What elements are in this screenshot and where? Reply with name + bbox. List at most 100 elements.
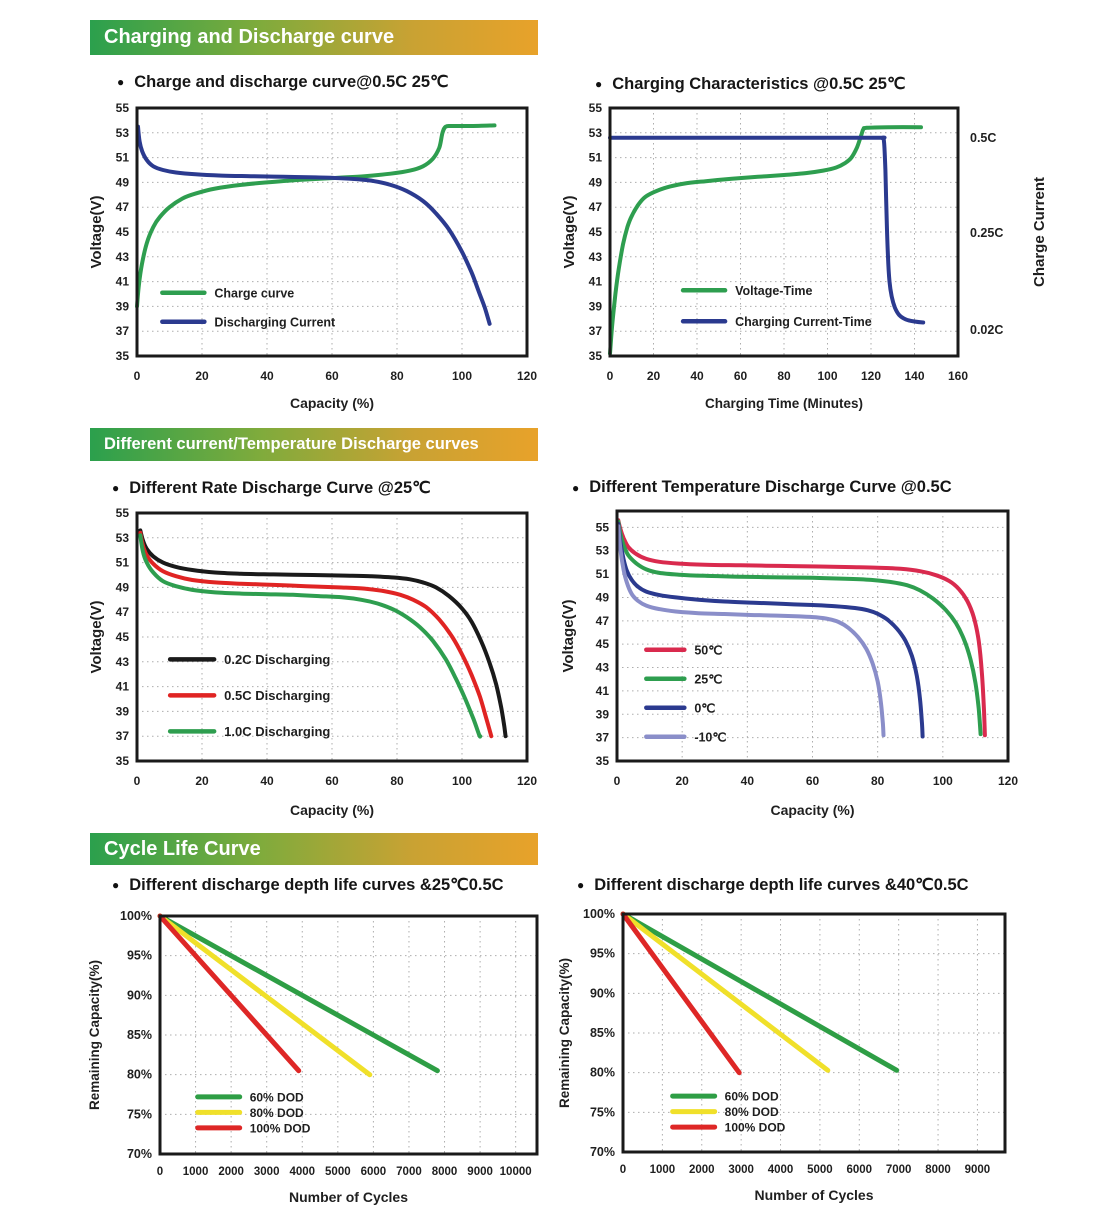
svg-text:45: 45 [116, 225, 130, 239]
chart-title-charging-characteristics: ● Charging Characteristics @0.5C 25℃ [595, 74, 905, 94]
series-80% DOD [157, 913, 373, 1078]
axis-tick-labels: 0 20 40 60 80 100 120 35 37 39 41 43 45 47 49 51 53 55 [116, 506, 538, 788]
series-100% DOD [620, 911, 742, 1076]
svg-text:80: 80 [871, 774, 885, 788]
svg-text:47: 47 [116, 200, 130, 214]
svg-text:2000: 2000 [689, 1164, 715, 1176]
svg-text:Charging Time (Minutes): Charging Time (Minutes) [705, 396, 863, 411]
svg-text:39: 39 [116, 704, 130, 718]
legend: Charge curve Discharging Current [160, 286, 336, 329]
svg-text:55: 55 [589, 101, 603, 115]
svg-text:3000: 3000 [728, 1164, 754, 1176]
svg-text:49: 49 [116, 175, 130, 189]
svg-text:60: 60 [325, 774, 339, 788]
axis-labels: Charging Time (Minutes) Voltage(V) Charge … [561, 177, 1048, 411]
svg-text:90%: 90% [590, 986, 615, 1000]
series-lines [608, 125, 926, 356]
svg-text:47: 47 [596, 614, 610, 628]
series-lines [616, 518, 987, 739]
axis-tick-labels: 0 1000 2000 3000 4000 5000 6000 7000 8000 9000 70%… [583, 907, 990, 1176]
svg-text:0: 0 [134, 774, 141, 788]
svg-text:9000: 9000 [467, 1166, 493, 1178]
series-Charge curve [135, 123, 497, 309]
svg-text:51: 51 [116, 151, 130, 165]
axis-labels: Capacity (%) Voltage(V) [88, 600, 374, 818]
svg-text:75%: 75% [590, 1105, 615, 1119]
svg-text:100: 100 [452, 369, 472, 383]
series-Charging Current-Time [608, 135, 926, 325]
svg-text:53: 53 [116, 126, 130, 140]
chart-title-life-40c: ● Different discharge depth life curves … [577, 875, 969, 895]
chart-cycle-life-40c: 0 1000 2000 3000 4000 5000 6000 7000 8000 9000 70%… [555, 898, 1020, 1218]
plot-frame [158, 914, 539, 1156]
legend-label: 0.5C Discharging [224, 688, 330, 703]
series-lines [157, 913, 440, 1078]
svg-text:100: 100 [452, 774, 472, 788]
svg-text:0: 0 [620, 1164, 626, 1176]
svg-text:80%: 80% [127, 1068, 152, 1082]
svg-text:1000: 1000 [650, 1164, 676, 1176]
legend-label: 0℃ [694, 701, 715, 715]
svg-text:35: 35 [116, 349, 130, 363]
svg-text:5000: 5000 [807, 1164, 833, 1176]
svg-text:45: 45 [596, 637, 610, 651]
series-1.0C Discharging [138, 533, 483, 739]
svg-text:1000: 1000 [183, 1166, 209, 1178]
chart-title-rate-discharge: ● Different Rate Discharge Curve @25℃ [112, 478, 431, 498]
svg-text:80: 80 [390, 774, 404, 788]
section-banner-label: Cycle Life Curve [104, 837, 261, 860]
svg-text:20: 20 [195, 774, 209, 788]
svg-text:120: 120 [861, 369, 881, 383]
svg-text:60: 60 [734, 369, 748, 383]
svg-text:Voltage(V): Voltage(V) [561, 195, 578, 268]
series-60% DOD [157, 913, 440, 1074]
svg-text:37: 37 [589, 324, 603, 338]
svg-text:8000: 8000 [432, 1166, 458, 1178]
svg-text:7000: 7000 [886, 1164, 912, 1176]
svg-text:37: 37 [116, 324, 130, 338]
svg-text:39: 39 [596, 707, 610, 721]
gridlines [160, 916, 537, 1154]
svg-text:Number of Cycles: Number of Cycles [754, 1187, 873, 1203]
svg-text:49: 49 [116, 580, 130, 594]
svg-text:43: 43 [596, 661, 610, 675]
svg-text:4000: 4000 [768, 1164, 794, 1176]
svg-text:0.25C: 0.25C [970, 226, 1003, 240]
svg-text:4000: 4000 [289, 1166, 315, 1178]
chart-cycle-life-25c: 0 1000 2000 3000 4000 5000 6000 7000 8000 9000 100… [85, 900, 555, 1218]
bullet-icon: ● [595, 77, 603, 91]
plot-frame [135, 511, 529, 763]
svg-text:35: 35 [589, 349, 603, 363]
axis-labels: Capacity (%) Voltage(V) [88, 195, 374, 411]
svg-text:0.02C: 0.02C [970, 323, 1003, 337]
svg-text:0: 0 [134, 369, 141, 383]
svg-text:55: 55 [596, 520, 610, 534]
legend-label: 80% DOD [725, 1105, 779, 1119]
svg-text:Remaining Capacity(%): Remaining Capacity(%) [557, 958, 572, 1108]
legend-label: -10℃ [694, 730, 726, 744]
chart-title-text: Charging Characteristics @0.5C 25℃ [612, 75, 906, 93]
svg-text:Voltage(V): Voltage(V) [88, 600, 105, 673]
svg-text:120: 120 [517, 774, 537, 788]
svg-text:140: 140 [904, 369, 924, 383]
svg-text:55: 55 [116, 506, 130, 520]
svg-text:100: 100 [817, 369, 837, 383]
chart-title-text: Different discharge depth life curves &2… [129, 876, 504, 894]
svg-text:37: 37 [596, 731, 610, 745]
bullet-icon: ● [112, 878, 120, 892]
legend-label: Charge curve [214, 286, 294, 300]
legend-label: 25℃ [694, 672, 722, 686]
svg-text:8000: 8000 [925, 1164, 951, 1176]
series--10℃ [616, 524, 886, 738]
section-banner-label: Different current/Temperature Discharge … [104, 435, 479, 453]
chart-charge-discharge-curve: 0 20 40 60 80 100 120 35 37 39 41 43 45 47 49 51 53 55 Cap… [85, 98, 545, 425]
bullet-icon: ● [112, 481, 120, 495]
series-lines [138, 528, 508, 739]
svg-text:39: 39 [116, 299, 130, 313]
svg-text:47: 47 [116, 605, 130, 619]
svg-text:80%: 80% [590, 1066, 615, 1080]
legend-label: Discharging Current [214, 315, 336, 329]
svg-text:9000: 9000 [965, 1164, 991, 1176]
